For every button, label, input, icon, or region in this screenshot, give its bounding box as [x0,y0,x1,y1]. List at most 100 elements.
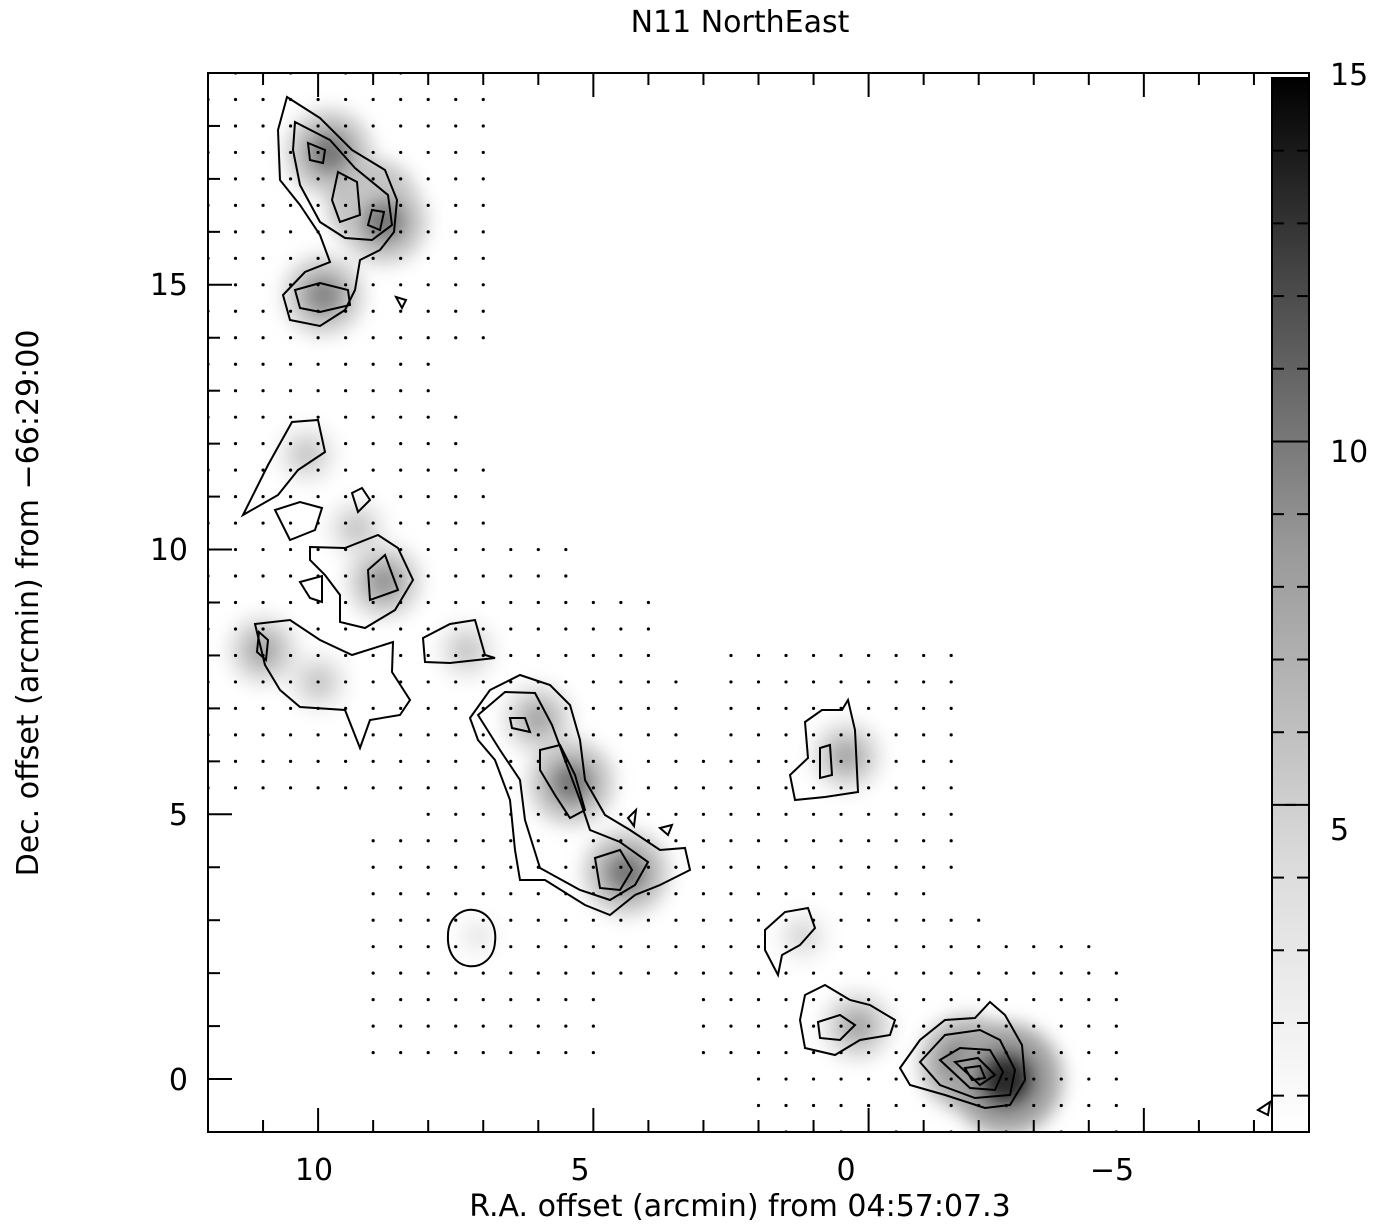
sample-dot [316,759,320,763]
sample-dot [536,998,540,1002]
sample-dot [674,918,678,922]
sample-dot [426,283,430,287]
sample-dot [481,230,485,234]
sample-dot [316,547,320,552]
sample-dot [811,998,816,1002]
sample-dot [371,865,375,869]
sample-dot [316,336,320,340]
sample-dot [564,733,568,737]
sample-dot [619,733,623,737]
sample-dot [399,892,403,896]
sample-dot [894,1050,898,1055]
sample-dot [756,918,761,922]
sample-dot [426,415,430,419]
sample-dot [371,124,375,128]
sample-dot [922,1103,926,1108]
sample-dot [922,918,926,922]
sample-dot [233,177,238,181]
sample-dot [756,812,761,816]
sample-dot [784,971,788,975]
sample-dot [619,627,623,631]
sample-dot [509,1050,513,1055]
sample-dot [399,415,403,419]
sample-dot [536,1024,540,1028]
sample-dot [371,177,375,181]
sample-dot [288,230,293,234]
sample-dot [399,786,403,790]
sample-dot [674,812,678,816]
contour-region-mid-small [298,574,323,604]
sample-dot [811,865,816,869]
contour-region-west [253,618,412,751]
sample-dot [784,918,788,922]
sample-dot [454,150,458,155]
contour-region-north-lower [293,281,352,314]
sample-dot [399,468,403,472]
sample-dot [839,1024,843,1028]
sample-dot [894,998,898,1002]
sample-dot [344,389,348,393]
sample-dot [1087,971,1091,975]
sample-dot [344,256,348,260]
sample-dot [454,415,458,419]
sample-dot [261,415,265,419]
sample-dot [1004,1077,1008,1081]
sample-dot [454,971,458,975]
sample-dot [894,945,898,949]
sample-dot [426,998,430,1002]
sample-dot [454,521,458,525]
sample-dot [839,759,843,763]
sample-dot [454,865,458,869]
sample-dot [261,309,265,313]
sample-dot [922,812,926,816]
sample-dot [729,865,733,869]
sample-dot [1087,1024,1091,1028]
sample-dot [591,680,595,684]
sample-dot [454,812,458,816]
sample-dot [399,283,403,287]
sample-dot [261,283,265,287]
sample-dot [756,1103,761,1108]
sample-dot [288,547,293,552]
sample-dot [949,653,953,658]
sample-dot [564,945,568,949]
sample-dot [839,1077,843,1081]
sample-dot [371,256,375,260]
sample-dot [811,680,816,684]
sample-dot [399,1024,403,1028]
contour-region-west-mid [421,618,496,665]
sample-dot [646,680,651,684]
sample-dot [316,653,320,658]
sample-dot [454,706,458,711]
sample-dot [426,442,430,446]
ytick-label: 5 [169,798,188,833]
sample-dot [509,574,513,578]
emission-peak [839,1007,876,1045]
sample-dot [839,812,843,816]
sample-dot [481,786,485,790]
sample-dot [536,918,540,922]
sample-dot [1032,945,1036,949]
sample-dot [261,786,265,790]
sample-dot [977,918,981,922]
sample-dot [426,309,430,313]
sample-dot [949,733,953,737]
sample-dot [288,442,293,446]
sample-dot [233,336,238,340]
sample-dot [454,1050,458,1055]
sample-dot [591,1050,595,1055]
sample-dot [426,653,430,658]
sample-dot [371,415,375,419]
sample-dot [811,733,816,737]
sample-dot [536,839,540,843]
sample-dot [316,680,320,684]
sample-dot [949,680,953,684]
sample-dot [426,786,430,790]
sample-dot [261,124,265,128]
sample-dot [591,706,595,711]
sample-dot [426,918,430,922]
sample-dot [233,362,238,366]
sample-dot [233,786,238,790]
sample-dot [371,442,375,446]
sample-dot [591,865,595,869]
